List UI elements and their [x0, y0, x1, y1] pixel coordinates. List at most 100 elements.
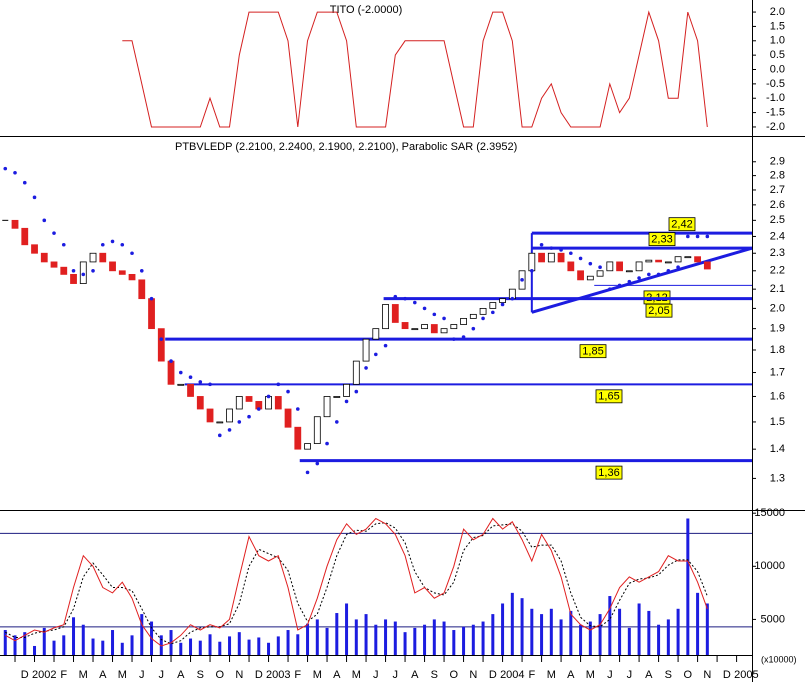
volume-bar [432, 619, 436, 655]
sar-dot [403, 296, 407, 301]
y-tick-label: 2.9 [770, 156, 785, 168]
trend-line [531, 246, 753, 314]
sar-dot [676, 265, 680, 270]
sar-dot [3, 166, 8, 171]
level-label: 1,65 [598, 391, 619, 403]
candle [460, 317, 467, 325]
candle [625, 270, 633, 273]
volume-bar [686, 518, 690, 655]
volume-bar [657, 624, 661, 655]
sar-dot [227, 428, 232, 432]
sar-dot [139, 268, 144, 273]
x-tick-label: N [235, 669, 243, 681]
candle [323, 396, 331, 418]
candle [177, 383, 185, 386]
volume-bar [23, 632, 27, 655]
candle [547, 252, 555, 263]
sar-dot [530, 268, 534, 273]
sar-dot [695, 234, 700, 239]
x-tick-label: A [645, 669, 653, 681]
x-tick-label: O [684, 669, 693, 681]
x-tick-label: S [665, 669, 672, 681]
sar-dot [559, 248, 563, 252]
sar-dot [608, 287, 612, 291]
x-tick-label: 2002 [32, 669, 56, 681]
volume-bar [442, 621, 446, 655]
candle [450, 324, 458, 330]
sar-dot [325, 441, 329, 446]
sar-dot [71, 268, 76, 273]
candle [694, 256, 701, 263]
x-tick-label: D [723, 669, 731, 681]
candle [284, 408, 292, 428]
volume-bar [267, 642, 271, 655]
y-tick-label: 1.9 [770, 323, 785, 335]
candle [235, 396, 243, 410]
sar-dot [120, 242, 125, 247]
sar-dot [627, 279, 632, 284]
y-tick-label: 2.7 [770, 184, 785, 196]
sar-dot [295, 407, 300, 411]
sar-dot [286, 389, 290, 394]
volume-bar [354, 619, 358, 655]
x-tick-label: F [60, 669, 67, 681]
sar-dot [22, 180, 27, 185]
x-tick-label: N [703, 669, 711, 681]
candle [577, 270, 584, 281]
volume-bar [237, 632, 241, 655]
sar-dot [647, 272, 651, 277]
sar-dot [686, 234, 690, 239]
x-tick-label: 2004 [500, 669, 524, 681]
sar-dot [266, 394, 271, 399]
volume-bar [510, 592, 514, 655]
candle [352, 360, 360, 385]
candle [362, 338, 370, 362]
y-tick-label: 1.5 [770, 20, 785, 32]
sar-dot [81, 272, 86, 277]
x-tick-label: M [586, 669, 595, 681]
volume-bar [666, 619, 670, 655]
stochastic-k [5, 517, 708, 647]
y-tick-label: 1.4 [770, 443, 785, 455]
volume-bar [3, 630, 7, 655]
sar-dot [471, 326, 476, 331]
volume-bar [676, 608, 680, 655]
volume-bar [588, 621, 592, 655]
volume-bar [481, 621, 485, 655]
candle [635, 261, 643, 272]
candle [11, 219, 19, 229]
volume-bar [569, 610, 573, 655]
volume-bar [62, 635, 66, 655]
x-tick-label: J [627, 669, 633, 681]
sar-dot [500, 302, 505, 307]
volume-bar [286, 630, 290, 655]
volume-bar [549, 608, 553, 655]
y-tick-label: 2.6 [770, 199, 785, 211]
candle [60, 266, 68, 275]
sar-dot [169, 359, 173, 363]
candle [479, 308, 487, 315]
x-tick-label: F [528, 669, 535, 681]
volume-bar [111, 630, 115, 655]
level-label-box [668, 217, 696, 232]
sar-dot [461, 335, 466, 339]
x-tick-label: A [99, 669, 107, 681]
candle [274, 396, 282, 410]
volume-bar [91, 638, 95, 655]
candle [31, 244, 38, 254]
candle [313, 416, 321, 444]
sar-dot [315, 461, 320, 466]
price-title: PTBVLEDP (2.2100, 2.2400, 2.1900, 2.2100… [175, 141, 517, 153]
volume-bar [208, 634, 212, 655]
candle [538, 252, 545, 263]
volume-bar [501, 603, 505, 655]
volume-bar [384, 619, 388, 655]
sar-dot [510, 296, 515, 301]
volume-bar [618, 608, 622, 655]
candle [499, 298, 506, 303]
candle [294, 426, 302, 450]
candle [616, 261, 623, 272]
